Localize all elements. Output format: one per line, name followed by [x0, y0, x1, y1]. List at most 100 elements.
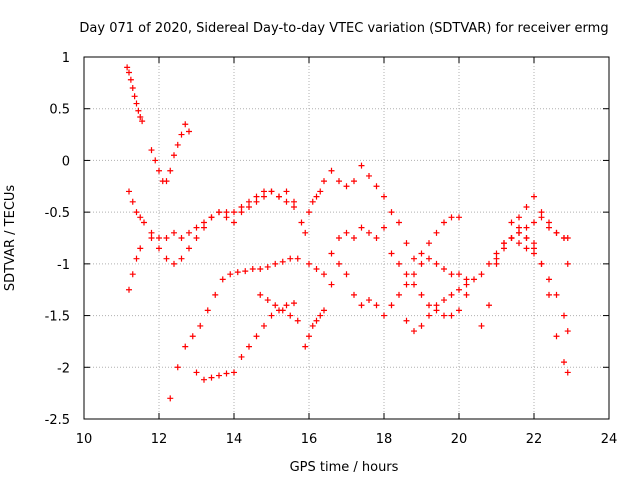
data-point	[279, 307, 286, 314]
data-point	[564, 328, 571, 335]
data-point	[148, 229, 155, 236]
series-track-o	[508, 219, 571, 335]
data-point	[388, 302, 395, 309]
data-point	[553, 291, 560, 298]
data-point	[418, 260, 425, 267]
data-point	[242, 268, 249, 275]
data-point	[456, 307, 462, 314]
data-point	[336, 178, 342, 185]
data-point	[441, 312, 447, 319]
x-tick-label: 20	[451, 432, 468, 447]
data-point	[178, 235, 185, 241]
data-point	[231, 209, 237, 216]
data-point	[163, 235, 170, 241]
data-point	[358, 302, 365, 309]
x-tick-label: 10	[76, 432, 93, 447]
data-point	[516, 224, 522, 231]
data-point	[133, 209, 140, 216]
data-point	[381, 193, 387, 200]
ticks: 10 12 14 16 18 20 22 24 -2.5 -2 -1.5 -1 -0.5 0 0.5 1	[45, 51, 618, 447]
data-point	[141, 219, 147, 226]
data-point	[216, 209, 222, 216]
data-point	[129, 85, 136, 92]
data-point	[366, 229, 372, 236]
data-point	[268, 188, 275, 195]
data-point	[358, 224, 365, 231]
data-point	[193, 224, 200, 231]
data-point	[152, 157, 159, 164]
data-point	[223, 214, 230, 221]
data-point	[516, 240, 522, 247]
data-point	[306, 333, 312, 340]
data-point	[456, 286, 462, 293]
series-track-d	[126, 188, 297, 293]
data-point	[328, 250, 335, 257]
data-point	[246, 203, 252, 210]
data-point	[343, 183, 350, 190]
data-point	[309, 198, 316, 205]
data-point	[508, 235, 515, 241]
data-point	[396, 291, 402, 298]
data-point	[546, 219, 552, 226]
x-tick-label: 24	[601, 432, 618, 447]
chart-title: Day 071 of 2020, Sidereal Day-to-day VTE…	[79, 21, 608, 36]
data-point	[486, 302, 492, 309]
data-point	[508, 219, 515, 226]
data-point	[186, 229, 192, 236]
data-point	[531, 219, 537, 226]
data-point	[167, 395, 174, 402]
data-point	[291, 203, 297, 210]
data-point	[137, 214, 144, 221]
data-point	[523, 245, 530, 252]
data-point	[261, 193, 267, 200]
data-point	[189, 333, 196, 340]
y-tick-label: -2.5	[45, 413, 70, 428]
data-point	[441, 266, 447, 273]
data-point	[283, 188, 290, 195]
data-point	[137, 245, 144, 252]
data-point	[294, 317, 301, 324]
data-point	[501, 240, 507, 247]
data-point	[433, 307, 440, 314]
data-point	[531, 245, 537, 252]
data-point	[366, 297, 372, 304]
data-point	[204, 307, 211, 314]
data-point	[261, 188, 267, 195]
data-point	[418, 322, 425, 329]
data-point	[351, 235, 357, 241]
data-point	[456, 271, 462, 278]
series-track-i	[306, 224, 470, 319]
data-point	[486, 260, 492, 267]
data-point	[321, 178, 327, 185]
data-point	[317, 188, 324, 195]
data-point	[448, 291, 455, 298]
data-point	[546, 224, 552, 231]
x-tick-label: 14	[226, 432, 243, 447]
y-tick-label: -0.5	[45, 206, 70, 221]
data-point	[403, 317, 410, 324]
data-point	[139, 118, 146, 125]
data-point	[328, 167, 335, 174]
data-point	[411, 328, 417, 335]
y-tick-label: 1	[62, 51, 70, 66]
data-point	[231, 369, 237, 376]
series-track-a	[124, 64, 146, 125]
data-point	[171, 229, 177, 236]
data-point	[186, 245, 192, 252]
series-track-n	[516, 229, 571, 376]
series-track-e	[167, 255, 301, 402]
data-point	[287, 312, 294, 319]
data-point	[531, 240, 537, 247]
data-point	[313, 266, 320, 273]
series-track-g	[257, 291, 301, 324]
data-point	[186, 128, 192, 135]
data-point	[351, 291, 357, 298]
data-point	[148, 147, 155, 154]
data-point	[302, 343, 309, 350]
data-point	[373, 235, 380, 241]
data-point	[257, 266, 264, 273]
data-point	[223, 209, 230, 216]
data-point	[561, 235, 567, 241]
data-point	[531, 250, 537, 257]
data-point	[201, 219, 207, 226]
